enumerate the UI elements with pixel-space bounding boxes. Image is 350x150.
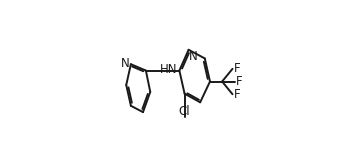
- Text: Cl: Cl: [178, 105, 190, 118]
- Text: HN: HN: [160, 63, 178, 76]
- Text: F: F: [233, 62, 240, 75]
- Text: F: F: [233, 88, 240, 101]
- Text: N: N: [189, 50, 198, 63]
- Text: N: N: [121, 57, 130, 70]
- Text: F: F: [236, 75, 242, 88]
